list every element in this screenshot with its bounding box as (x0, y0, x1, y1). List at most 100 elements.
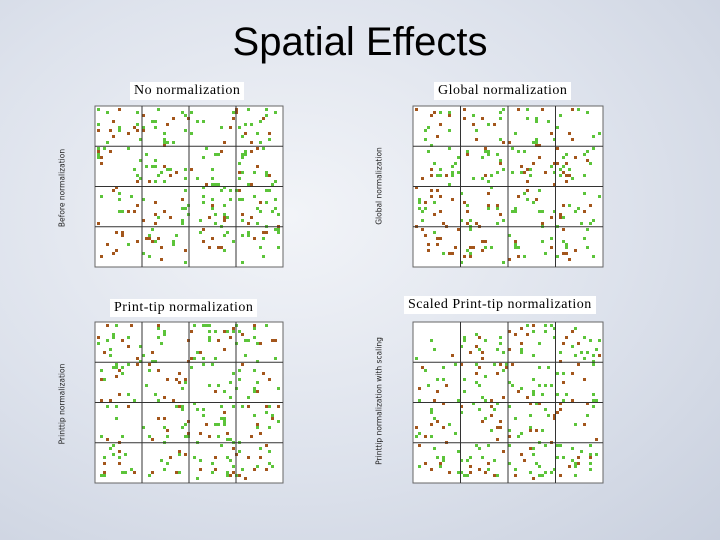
spot (142, 126, 145, 129)
spot (223, 348, 226, 351)
spot (550, 246, 553, 249)
spot (445, 174, 448, 177)
spot (475, 372, 478, 375)
spot (589, 204, 592, 207)
spot (439, 462, 442, 465)
spot (229, 336, 232, 339)
spot (112, 189, 115, 192)
spot (586, 414, 589, 417)
spot (592, 219, 595, 222)
spot (526, 168, 529, 171)
spot (208, 330, 211, 333)
spot (232, 330, 235, 333)
spot (151, 360, 154, 363)
spot (484, 150, 487, 153)
spot (229, 381, 232, 384)
spot (457, 471, 460, 474)
spot (100, 156, 103, 159)
spot (484, 240, 487, 243)
spot (262, 237, 265, 240)
spot (115, 405, 118, 408)
spot (142, 354, 145, 357)
spot (229, 396, 232, 399)
spot (106, 324, 109, 327)
spot (244, 132, 247, 135)
spot (514, 210, 517, 213)
spot (442, 366, 445, 369)
spot (568, 174, 571, 177)
spot (433, 201, 436, 204)
spot (565, 243, 568, 246)
spot (472, 246, 475, 249)
spot (595, 438, 598, 441)
spot (469, 351, 472, 354)
spot (502, 450, 505, 453)
spot (100, 474, 103, 477)
spot (112, 135, 115, 138)
spot (466, 459, 469, 462)
spot (574, 474, 577, 477)
spot (547, 414, 550, 417)
spot (574, 354, 577, 357)
spot (430, 339, 433, 342)
spot (466, 153, 469, 156)
spot (592, 363, 595, 366)
spot (271, 210, 274, 213)
spot (538, 144, 541, 147)
spot (487, 204, 490, 207)
spot (151, 240, 154, 243)
spot (460, 411, 463, 414)
spot (463, 474, 466, 477)
spot (268, 138, 271, 141)
spot (202, 414, 205, 417)
spot (178, 450, 181, 453)
spot (163, 144, 166, 147)
spot (442, 459, 445, 462)
spot (421, 210, 424, 213)
spot (496, 426, 499, 429)
spot (208, 384, 211, 387)
spot (487, 444, 490, 447)
spot (109, 447, 112, 450)
spot (418, 399, 421, 402)
spot (208, 324, 211, 327)
spot (568, 168, 571, 171)
spot (172, 243, 175, 246)
spot (211, 183, 214, 186)
spot (160, 459, 163, 462)
spot (559, 408, 562, 411)
spot (136, 174, 139, 177)
spot (562, 171, 565, 174)
spot (220, 246, 223, 249)
spot (214, 390, 217, 393)
spot (463, 255, 466, 258)
spot (541, 474, 544, 477)
spot (490, 174, 493, 177)
spot (247, 222, 250, 225)
spot (571, 108, 574, 111)
spot (148, 363, 151, 366)
spot (490, 186, 493, 189)
spot (580, 222, 583, 225)
spot (508, 429, 511, 432)
spot (115, 366, 118, 369)
spot (418, 201, 421, 204)
spot (157, 237, 160, 240)
spot (172, 240, 175, 243)
spot (448, 147, 451, 150)
spot (256, 390, 259, 393)
spot (154, 120, 157, 123)
spot (115, 363, 118, 366)
spot (136, 111, 139, 114)
spot (541, 222, 544, 225)
spot (169, 174, 172, 177)
spot (523, 150, 526, 153)
spot (223, 423, 226, 426)
spot (262, 231, 265, 234)
spot (223, 234, 226, 237)
spot (100, 162, 103, 165)
spot (457, 156, 460, 159)
spot (502, 108, 505, 111)
spot (154, 222, 157, 225)
